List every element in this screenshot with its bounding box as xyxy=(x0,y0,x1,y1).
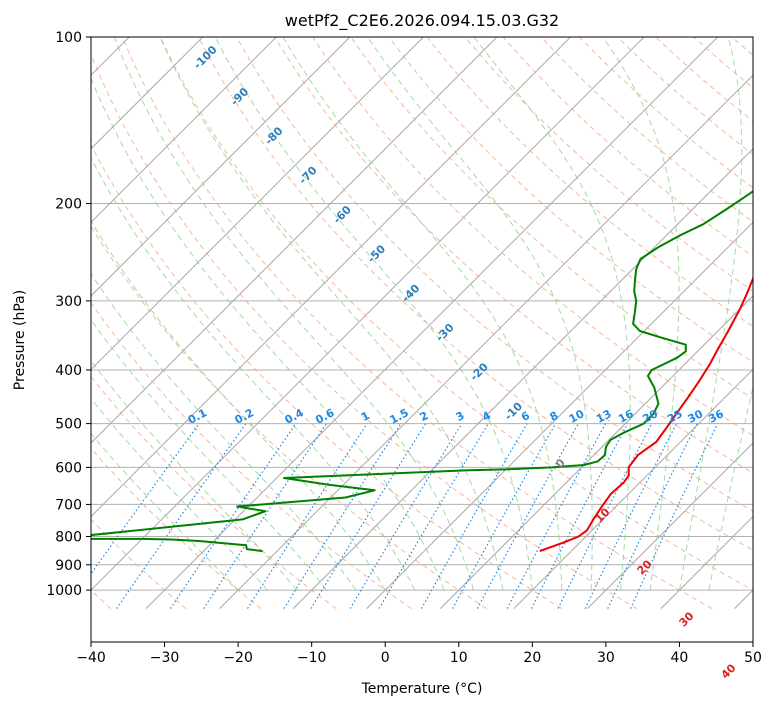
x-tick-label: −20 xyxy=(223,650,253,666)
y-tick-label: 300 xyxy=(55,294,82,310)
y-axis-label: Pressure (hPa) xyxy=(12,290,28,390)
x-tick-label: −30 xyxy=(150,650,180,666)
x-tick-label: 50 xyxy=(744,650,762,666)
x-tick-label: −40 xyxy=(76,650,106,666)
y-tick-label: 600 xyxy=(55,460,82,476)
y-tick-label: 400 xyxy=(55,363,82,379)
y-tick-label: 900 xyxy=(55,558,82,574)
x-tick-label: 40 xyxy=(671,650,689,666)
y-tick-label: 1000 xyxy=(46,583,82,599)
y-tick-label: 500 xyxy=(55,417,82,433)
y-tick-label: 200 xyxy=(55,197,82,213)
x-axis-label: Temperature (°C) xyxy=(361,681,483,697)
x-tick-label: 20 xyxy=(523,650,541,666)
x-tick-label: 0 xyxy=(381,650,390,666)
y-tick-label: 800 xyxy=(55,530,82,546)
y-tick-label: 100 xyxy=(55,30,82,46)
x-tick-label: −10 xyxy=(297,650,327,666)
x-tick-label: 10 xyxy=(450,650,468,666)
chart-title: wetPf2_C2E6.2026.094.15.03.G32 xyxy=(285,11,559,31)
y-tick-label: 700 xyxy=(55,497,82,513)
x-tick-label: 30 xyxy=(597,650,615,666)
